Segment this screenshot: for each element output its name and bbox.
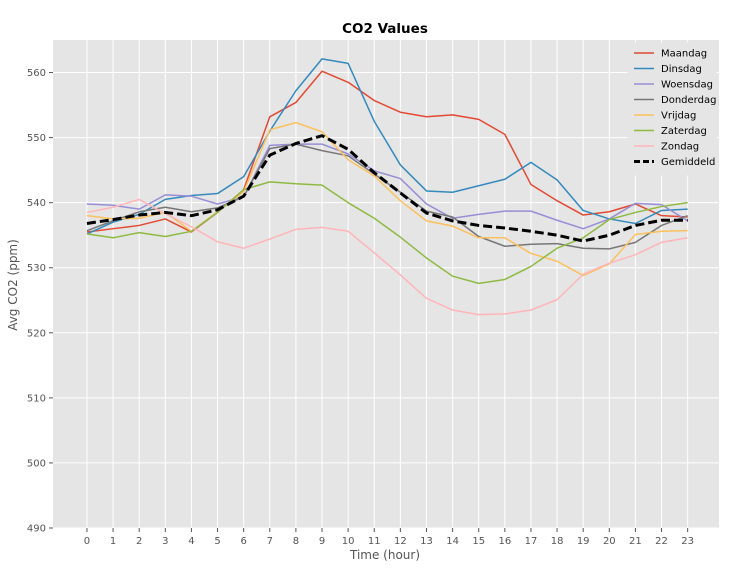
x-axis-ticks: 0 1 2 3 4 5 6 7 8 9 10 11 12 13 14 15 16 17 18 19 20 21 22 23 [84, 528, 694, 547]
series-lines [86, 58, 689, 316]
x-tick-label: 19 [577, 536, 590, 547]
series-line-zondag [86, 198, 688, 316]
y-tick-label: 530 [27, 263, 46, 274]
x-tick-label: 1 [110, 536, 116, 547]
legend-label: Zondag [661, 142, 699, 153]
y-tick-label: 510 [27, 393, 46, 404]
x-tick-label: 12 [394, 536, 407, 547]
x-tick-label: 3 [162, 536, 168, 547]
x-tick-label: 9 [319, 536, 325, 547]
grid-lines [53, 40, 719, 529]
x-tick-label: 20 [603, 536, 616, 547]
y-tick-label: 550 [27, 133, 46, 144]
y-axis-label: Avg CO2 (ppm) [6, 239, 20, 331]
y-tick-label: 500 [27, 458, 46, 469]
x-tick-label: 23 [681, 536, 694, 547]
y-tick-label: 540 [27, 198, 46, 209]
x-tick-label: 6 [240, 536, 246, 547]
x-tick-label: 2 [136, 536, 142, 547]
series-line-zaterdag [86, 181, 688, 285]
series-line-donderdag [86, 143, 688, 250]
x-tick-label: 13 [420, 536, 433, 547]
x-tick-label: 11 [368, 536, 381, 547]
x-tick-label: 18 [551, 536, 564, 547]
x-tick-label: 22 [655, 536, 668, 547]
legend: Maandag Dinsdag Woensdag Donderdag Vrijdag Za… [627, 42, 717, 176]
x-tick-label: 21 [629, 536, 642, 547]
x-tick-label: 5 [214, 536, 220, 547]
y-tick-label: 520 [27, 328, 46, 339]
x-tick-label: 17 [525, 536, 538, 547]
series-line-woensdag [86, 143, 689, 230]
legend-label: Donderdag [661, 95, 716, 106]
legend-label: Vrijdag [661, 111, 696, 122]
x-tick-label: 0 [84, 536, 90, 547]
x-tick-label: 16 [498, 536, 511, 547]
legend-label: Zaterdag [661, 126, 707, 137]
x-tick-label: 15 [472, 536, 485, 547]
legend-box [627, 42, 717, 176]
legend-label: Woensdag [661, 80, 713, 91]
y-axis-ticks: 490 500 510 520 530 540 550 560 [27, 68, 53, 535]
chart-title: CO2 Values [342, 21, 428, 37]
plot-area [53, 40, 719, 528]
legend-label: Gemiddeld [661, 157, 715, 168]
series-line-vrijdag [86, 121, 688, 277]
x-tick-label: 14 [446, 536, 459, 547]
x-tick-label: 4 [188, 536, 194, 547]
x-axis-label: Time (hour) [349, 548, 420, 562]
x-tick-label: 8 [293, 536, 299, 547]
series-line-gemiddeld [86, 134, 688, 243]
legend-label: Maandag [661, 49, 707, 60]
x-tick-label: 10 [342, 536, 355, 547]
y-tick-label: 490 [27, 524, 46, 535]
series-line-maandag [86, 70, 688, 233]
y-tick-label: 560 [27, 68, 46, 79]
legend-label: Dinsdag [661, 64, 702, 75]
x-tick-label: 7 [267, 536, 273, 547]
